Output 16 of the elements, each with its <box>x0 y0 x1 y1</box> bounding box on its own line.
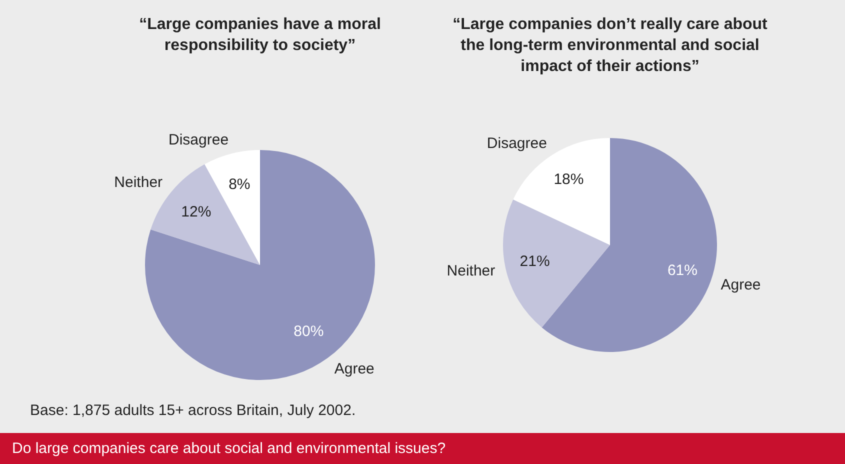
slice-label: Neither <box>446 262 496 280</box>
slice-label: Agree <box>334 360 374 378</box>
chart-title: “Large companies have a moral responsibility to society” <box>138 15 382 56</box>
slice-label: Neither <box>114 174 163 192</box>
slice-label: Disagree <box>486 134 547 152</box>
text: Base: 1,875 adults 15+ across Britain, July 2002. <box>30 402 356 419</box>
data-label: 80% <box>294 323 324 340</box>
data-label: 21% <box>520 252 550 270</box>
data-label: 61% <box>667 262 698 280</box>
text: Do large companies care about social and environmental issues? <box>0 433 845 464</box>
data-label: 8% <box>228 176 250 193</box>
slice-label: Agree <box>720 276 761 294</box>
data-label: 12% <box>181 203 212 220</box>
data-label: 18% <box>554 171 584 188</box>
slice-label: Disagree <box>168 131 229 148</box>
chart-title: “Large companies don’t really care about the long-term environmental and social impact of their actions” <box>452 15 768 77</box>
